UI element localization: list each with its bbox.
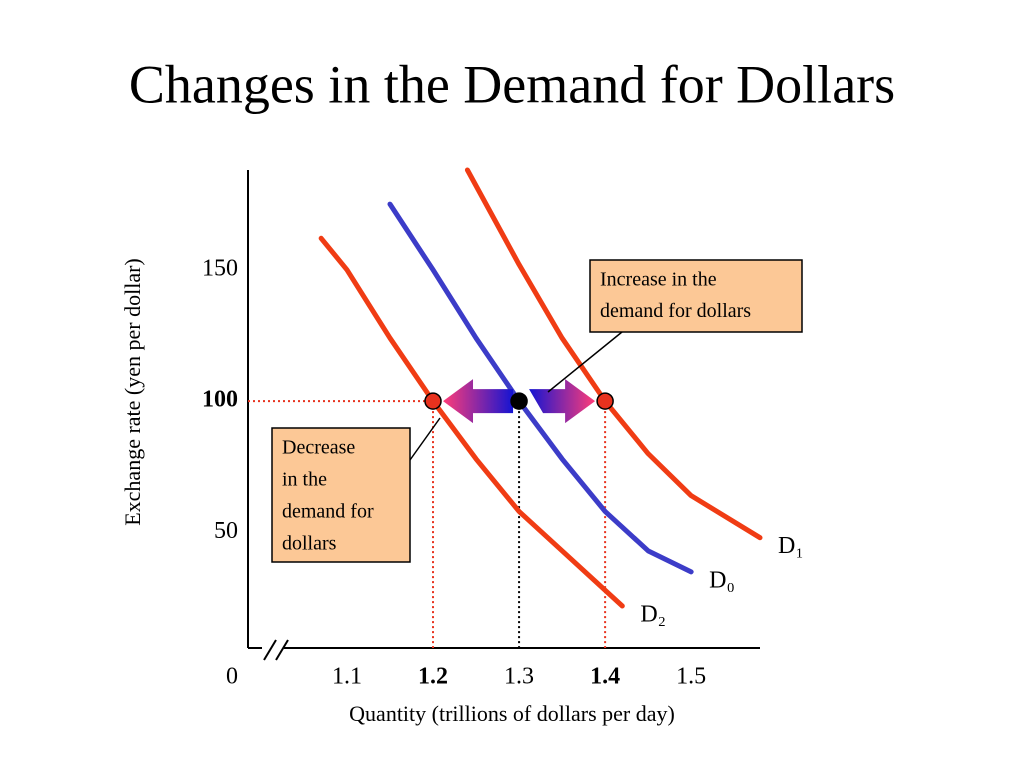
increase-arrow (529, 379, 596, 424)
x-tick-label: 1.1 (332, 664, 362, 690)
x-tick-label: 1.2 (418, 664, 448, 690)
curve-label: D₁ (778, 533, 804, 559)
demand-curve (464, 167, 763, 541)
annotation-text: Increase in the (600, 269, 717, 291)
axis-break (275, 639, 289, 661)
annotation-text: dollars (282, 533, 337, 555)
x-tick-label: 1.3 (504, 664, 534, 690)
equilibrium-point (424, 392, 442, 410)
axis-break (263, 639, 277, 661)
chart-title: Changes in the Demand for Dollars (129, 54, 895, 114)
demand-curve (387, 201, 694, 575)
annotation-text: demand for (282, 501, 374, 523)
demand-curve (318, 235, 625, 609)
y-tick-label: 100 (202, 387, 238, 413)
y-tick-label: 150 (202, 255, 238, 281)
equilibrium-point (596, 392, 614, 410)
x-tick-label: 1.4 (590, 664, 620, 690)
y-axis-label: Exchange rate (yen per dollar) (120, 258, 145, 526)
callout-line (409, 417, 441, 461)
annotation-box (589, 259, 803, 333)
annotation-text: in the (282, 469, 327, 491)
curve-label: D₂ (640, 601, 666, 627)
equilibrium-point (510, 392, 528, 410)
annotation-text: Decrease (282, 437, 355, 459)
origin-label: 0 (226, 664, 238, 690)
x-axis-label: Quantity (trillions of dollars per day) (349, 701, 675, 726)
annotation-text: demand for dollars (600, 300, 751, 322)
curve-label: D₀ (709, 567, 735, 593)
callout-line (547, 331, 623, 393)
y-tick-label: 50 (214, 518, 238, 544)
annotation-box (271, 427, 411, 563)
x-tick-label: 1.5 (676, 664, 706, 690)
decrease-arrow (443, 379, 514, 424)
axis-break-gap (262, 640, 284, 656)
